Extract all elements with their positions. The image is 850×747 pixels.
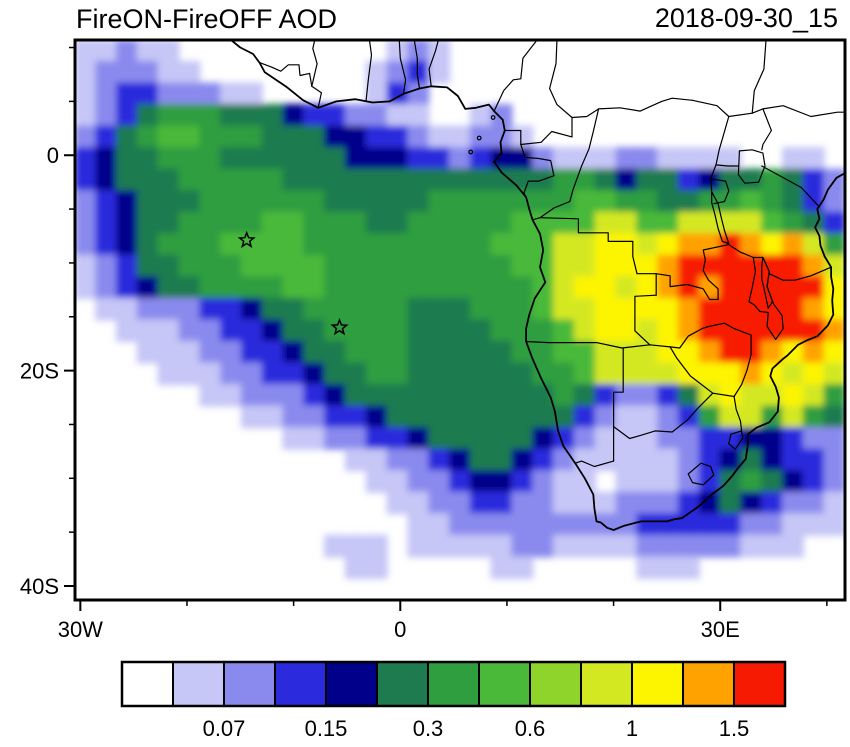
country-border-path (761, 165, 819, 207)
country-border-path (258, 62, 322, 109)
lake-outline (711, 191, 730, 245)
colorbar-label: 0.3 (413, 716, 444, 741)
colorbar-cell (172, 661, 225, 707)
country-border-path (751, 40, 767, 114)
axes-layer: 30W 0 30E 0 20S 40S (20, 46, 828, 642)
country-border-path (634, 294, 657, 346)
country-border-path (365, 40, 373, 101)
country-border-path (761, 108, 772, 151)
y-axis-tick-label: 20S (20, 359, 59, 384)
colorbar-cell (427, 661, 480, 707)
country-border-path (413, 40, 421, 90)
country-border-path (723, 322, 752, 398)
country-border-path (669, 346, 714, 394)
colorbar: 0.07 0.15 0.3 0.6 1 1.5 (120, 660, 787, 741)
colorbar-cell (223, 661, 276, 707)
country-border-path (520, 143, 555, 198)
colorbar-cell (325, 661, 378, 707)
map-frame (73, 38, 847, 602)
colorbar-cell (682, 661, 735, 707)
x-axis-tick-label: 30W (58, 617, 103, 642)
star-marker (237, 230, 256, 249)
star-marker (330, 317, 349, 336)
country-border-path (539, 217, 657, 296)
map-geography-layer (229, 40, 845, 531)
colorbar-cell (529, 661, 582, 707)
colorbar-label: 1.5 (719, 716, 750, 741)
colorbar-cell (580, 661, 633, 707)
country-border-path (504, 129, 573, 146)
lake-outline (737, 149, 766, 184)
colorbar-label: 1 (626, 716, 638, 741)
colorbar-label: 0.15 (305, 716, 348, 741)
colorbar-label: 0.6 (515, 716, 546, 741)
country-border-path (710, 178, 730, 205)
country-border-path (655, 244, 730, 301)
country-border-path (613, 419, 688, 440)
country-border-path (768, 266, 832, 281)
lake-outline (761, 256, 774, 309)
x-axis-tick-label: 30E (701, 617, 740, 642)
island-dot (490, 115, 496, 120)
country-border-path (686, 392, 735, 421)
country-border-path (398, 40, 407, 95)
y-axis-tick-label: 0 (47, 143, 59, 168)
plot-timestamp: 2018-09-30_15 (654, 3, 838, 33)
country-border-path (493, 40, 538, 112)
plot-title: FireON-FireOFF AOD (76, 4, 337, 34)
country-border-path (715, 164, 739, 167)
aod-field-layer (75, 40, 845, 579)
country-border-path (571, 97, 694, 119)
country-border-path (311, 40, 318, 87)
country-border-path (691, 99, 845, 118)
country-border-path (728, 244, 754, 259)
country-border-path (669, 322, 726, 349)
colorbar-frame (120, 660, 787, 708)
x-axis-tick-label: 0 (394, 617, 406, 642)
country-border-path (728, 395, 744, 450)
country-border-path (549, 40, 573, 138)
coastline-path (229, 40, 845, 531)
colorbar-cell (478, 661, 531, 707)
colorbar-cell (274, 661, 327, 707)
country-border-path (687, 462, 715, 486)
colorbar-cell (733, 661, 786, 707)
country-border-path (531, 108, 600, 221)
y-axis-tick-label: 40S (20, 574, 59, 599)
island-dot (476, 135, 482, 141)
island-dot (468, 149, 474, 155)
colorbar-cell (631, 661, 684, 707)
country-border-path (525, 340, 671, 349)
country-border-path (574, 460, 615, 468)
colorbar-cell (376, 661, 429, 707)
country-border-path (428, 40, 440, 87)
colorbar-cell (121, 661, 174, 707)
colorbar-label: 0.07 (203, 716, 246, 741)
